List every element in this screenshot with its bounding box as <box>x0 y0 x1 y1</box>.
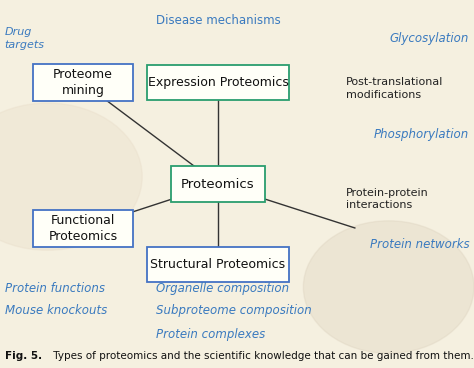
FancyBboxPatch shape <box>171 166 265 202</box>
Text: Organelle composition: Organelle composition <box>156 282 290 296</box>
FancyBboxPatch shape <box>147 66 289 100</box>
Circle shape <box>303 221 474 353</box>
Text: Mouse knockouts: Mouse knockouts <box>5 304 107 318</box>
Text: Structural Proteomics: Structural Proteomics <box>150 258 286 272</box>
Text: Functional
Proteomics: Functional Proteomics <box>48 214 118 243</box>
Text: Expression Proteomics: Expression Proteomics <box>147 76 289 89</box>
FancyBboxPatch shape <box>33 64 133 101</box>
Text: Protein complexes: Protein complexes <box>156 328 265 342</box>
Text: Disease mechanisms: Disease mechanisms <box>155 14 281 27</box>
Text: Protein functions: Protein functions <box>5 282 105 296</box>
Text: Glycosylation: Glycosylation <box>390 32 469 45</box>
FancyBboxPatch shape <box>33 210 133 247</box>
Circle shape <box>0 103 142 250</box>
FancyBboxPatch shape <box>147 247 289 283</box>
Text: Types of proteomics and the scientific knowledge that can be gained from them.: Types of proteomics and the scientific k… <box>50 351 474 361</box>
Text: Subproteome composition: Subproteome composition <box>156 304 312 318</box>
Text: Proteomics: Proteomics <box>181 177 255 191</box>
Text: Proteome
mining: Proteome mining <box>53 68 113 97</box>
Text: Post-translational
modifications: Post-translational modifications <box>346 77 443 99</box>
Text: Drug
targets: Drug targets <box>5 28 45 50</box>
Text: Protein networks: Protein networks <box>370 238 469 251</box>
Text: Protein-protein
interactions: Protein-protein interactions <box>346 188 429 210</box>
Text: Phosphorylation: Phosphorylation <box>374 128 469 141</box>
Text: Fig. 5.: Fig. 5. <box>5 351 42 361</box>
